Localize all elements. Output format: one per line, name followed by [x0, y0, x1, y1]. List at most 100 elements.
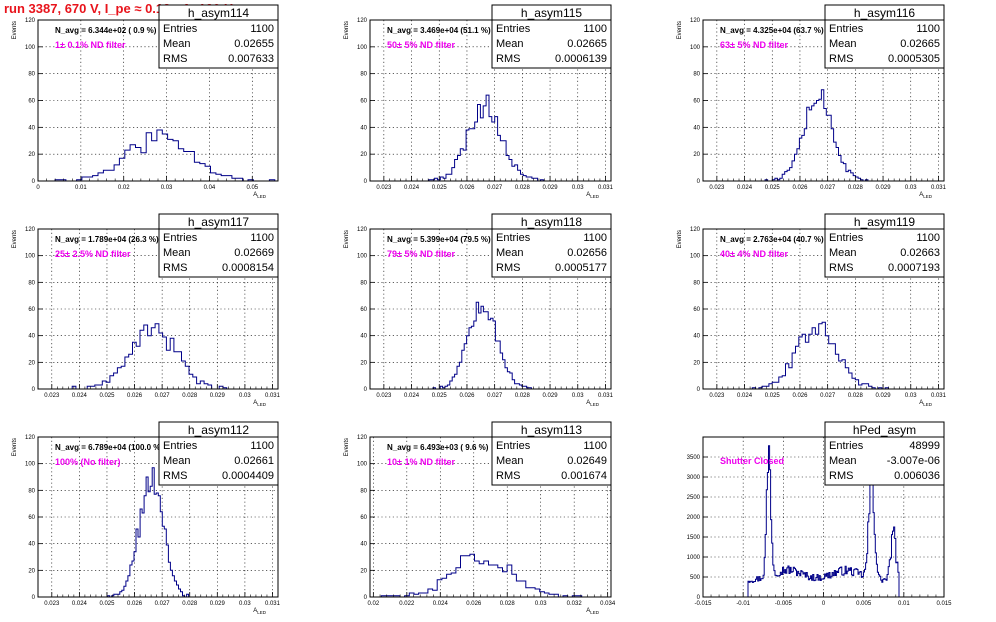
x-tick-label: 0.026 [792, 185, 808, 191]
stats-box-frame [491, 4, 612, 69]
y-tick-label: 20 [693, 152, 700, 158]
y-tick-label: 100 [357, 45, 368, 51]
x-tick-label: 0.028 [500, 601, 516, 607]
stats-mean-label: Mean [496, 247, 524, 259]
x-axis-label: ALED [919, 400, 933, 407]
navg-label: N_avg = 1.789e+04 (26.3 %) [55, 235, 159, 244]
stats-mean-value: 0.02665 [900, 38, 940, 50]
x-tick-label: 0.025 [765, 185, 781, 191]
x-tick-label: 0.024 [72, 601, 88, 607]
y-tick-label: 1000 [687, 555, 701, 561]
histogram-panel-h_asym112: 0.023 0.024 0.025 0.026 0.027 0.028 0.029 0.03 0… [12, 421, 281, 615]
y-tick-label: 3500 [687, 455, 701, 461]
x-tick-label: 0.029 [876, 185, 892, 191]
navg-label: N_avg = 4.325e+04 (63.7 %) [720, 26, 824, 35]
x-tick-label: 0.031 [598, 393, 614, 399]
histogram-panel-hPed_asym: -0.015 -0.01 -0.005 0 0.005 0.01 0.015 0 500 1000… [687, 421, 952, 607]
stats-rms-label: RMS [163, 262, 187, 274]
y-tick-label: 40 [360, 125, 367, 131]
x-tick-label: 0.028 [848, 393, 864, 399]
x-tick-label: -0.015 [694, 601, 712, 607]
filter-label: 79± 5% ND filter [387, 249, 455, 259]
x-tick-label: 0.029 [210, 393, 226, 399]
y-tick-label: 2500 [687, 495, 701, 501]
x-axis-label: ALED [919, 192, 933, 199]
x-tick-label: 0.027 [820, 185, 836, 191]
filter-label: 10± 1% ND filter [387, 457, 455, 467]
histogram-panel-h_asym117: 0.023 0.024 0.025 0.026 0.027 0.028 0.029 0.03 0… [12, 213, 281, 407]
y-tick-label: 20 [360, 568, 367, 574]
stats-entries-label: Entries [829, 232, 864, 244]
x-tick-label: 0.028 [182, 393, 198, 399]
y-tick-label: 60 [28, 515, 35, 521]
x-axis-label: ALED [253, 608, 267, 615]
stats-box-frame [158, 421, 279, 486]
y-tick-label: 60 [28, 99, 35, 105]
x-tick-label: 0.01 [75, 185, 87, 191]
x-tick-label: 0.026 [466, 601, 482, 607]
x-tick-label: 0.02 [118, 185, 130, 191]
stats-entries-value: 1100 [916, 232, 940, 244]
stats-mean-value: 0.02656 [567, 247, 607, 259]
filter-label: 1± 0.1% ND filter [55, 40, 126, 50]
y-tick-label: 100 [357, 462, 368, 468]
navg-label: N_avg = 6.493e+03 ( 9.6 %) [387, 443, 489, 452]
x-tick-label: 0.029 [543, 393, 559, 399]
stats-rms-value: 0.0008154 [222, 262, 274, 274]
y-tick-label: 120 [357, 435, 368, 441]
stats-rms-value: 0.0005305 [888, 53, 940, 65]
stats-mean-label: Mean [163, 247, 191, 259]
y-tick-label: 80 [360, 72, 367, 78]
x-tick-label: 0.024 [433, 601, 449, 607]
y-tick-label: 120 [357, 18, 368, 24]
y-axis-label: Events [12, 438, 18, 456]
y-tick-label: 100 [25, 462, 36, 468]
x-tick-label: 0.024 [737, 185, 753, 191]
stats-box: h_asym114 Entries 1100 Mean 0.02655 RMS 0.0076… [158, 4, 279, 69]
stats-rms-value: 0.0006139 [555, 53, 607, 65]
x-tick-label: 0.031 [265, 393, 281, 399]
x-tick-label: 0.026 [127, 601, 143, 607]
navg-label: N_avg = 5.399e+04 (79.5 %) [387, 235, 491, 244]
stats-mean-label: Mean [163, 455, 191, 467]
x-tick-label: 0.03 [161, 185, 173, 191]
stats-box: hPed_asym Entries 48999 Mean -3.007e-06 RMS 0.… [824, 421, 945, 486]
stats-box: h_asym117 Entries 1100 Mean 0.02669 RMS 0.0008… [158, 213, 279, 278]
stats-rms-value: 0.0005177 [555, 262, 607, 274]
stats-entries-label: Entries [829, 440, 864, 452]
stats-mean-value: 0.02669 [234, 247, 274, 259]
x-tick-label: 0.029 [543, 185, 559, 191]
x-tick-label: 0.028 [515, 185, 531, 191]
x-tick-label: 0.023 [709, 185, 725, 191]
y-tick-label: 100 [690, 45, 701, 51]
histogram-series [107, 467, 195, 598]
x-tick-label: 0 [822, 601, 826, 607]
y-tick-label: 100 [357, 254, 368, 260]
y-tick-label: 1500 [687, 535, 701, 541]
stats-mean-value: 0.02665 [567, 38, 607, 50]
filter-label: Shutter Closed [720, 456, 784, 466]
x-axis-label: ALED [253, 192, 267, 199]
stats-box-title: h_asym118 [521, 215, 582, 229]
y-tick-label: 60 [360, 307, 367, 313]
y-tick-label: 60 [360, 515, 367, 521]
x-tick-label: 0.027 [155, 393, 171, 399]
stats-mean-label: Mean [496, 38, 524, 50]
filter-label: 40± 4% ND filter [720, 249, 788, 259]
y-tick-label: 80 [28, 280, 35, 286]
y-axis-label: Events [344, 438, 350, 456]
x-tick-label: 0.031 [931, 185, 947, 191]
x-tick-label: 0.029 [876, 393, 892, 399]
x-tick-label: -0.01 [736, 601, 750, 607]
y-tick-label: 0 [364, 387, 368, 393]
y-tick-label: 60 [28, 307, 35, 313]
stats-entries-value: 1100 [250, 440, 274, 452]
histogram-series [380, 553, 583, 598]
x-tick-label: 0.025 [99, 601, 115, 607]
y-tick-label: 100 [25, 254, 36, 260]
stats-rms-label: RMS [163, 470, 187, 482]
y-tick-label: 3000 [687, 475, 701, 481]
stats-mean-label: Mean [829, 455, 857, 467]
stats-box: h_asym119 Entries 1100 Mean 0.02663 RMS 0.0007… [824, 213, 945, 278]
histogram-series [44, 129, 276, 182]
